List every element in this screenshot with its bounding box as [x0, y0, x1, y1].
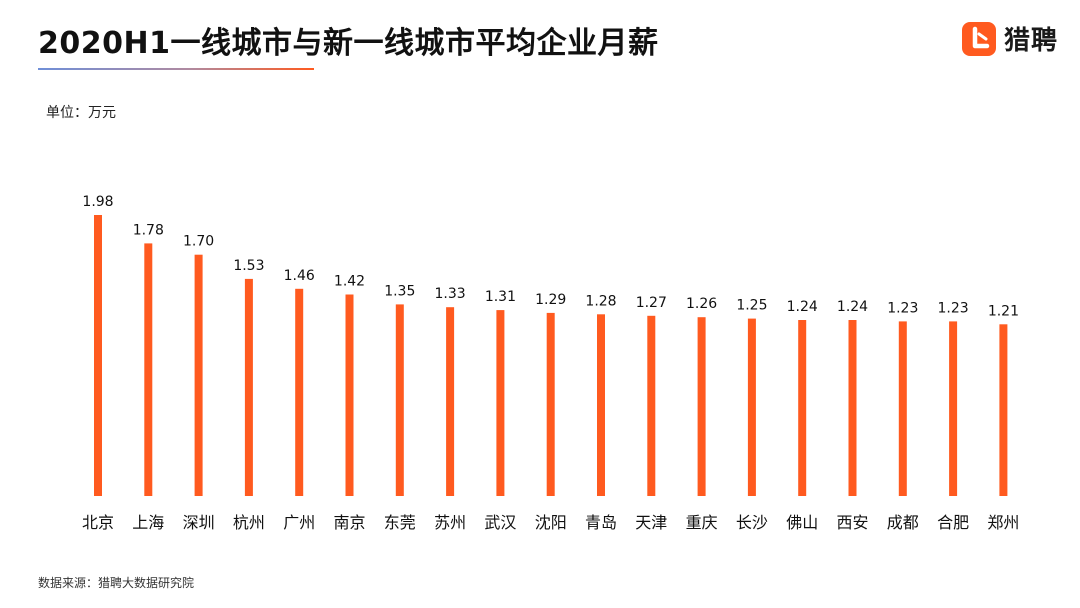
- category-label: 广州: [283, 513, 315, 532]
- brand-logo: 猎聘: [961, 20, 1058, 57]
- bar-value-label: 1.23: [938, 300, 969, 316]
- bar-value-label: 1.35: [384, 283, 415, 299]
- bar-value-label: 1.27: [636, 295, 667, 311]
- category-label: 杭州: [233, 513, 265, 532]
- category-label: 重庆: [686, 513, 718, 532]
- category-label: 天津: [635, 513, 667, 532]
- bar-青岛: [597, 314, 605, 496]
- bar-value-label: 1.33: [435, 286, 466, 302]
- category-label: 郑州: [987, 513, 1019, 532]
- bar-value-label: 1.53: [233, 258, 264, 274]
- bar-上海: [144, 243, 153, 496]
- bar-合肥: [949, 321, 958, 496]
- bar-value-label: 1.46: [284, 268, 315, 284]
- bar-杭州: [244, 278, 253, 496]
- bar-长沙: [747, 318, 756, 496]
- bar-value-label: 1.98: [82, 194, 113, 210]
- bar-value-label: 1.21: [988, 303, 1019, 319]
- bar-value-label: 1.24: [837, 299, 868, 315]
- bar-value-label: 1.78: [133, 222, 164, 238]
- chart-title: 2020H1一线城市与新一线城市平均企业月薪: [38, 26, 659, 61]
- bar-value-label: 1.24: [787, 299, 818, 315]
- category-label: 南京: [333, 513, 365, 532]
- category-label: 东莞: [384, 513, 416, 532]
- bar-广州: [295, 288, 304, 496]
- bar-佛山: [798, 320, 807, 496]
- bar-南京: [345, 294, 354, 496]
- liepin-logo-icon: [961, 21, 996, 56]
- bar-苏州: [446, 307, 455, 496]
- bar-武汉: [496, 310, 505, 496]
- bar-value-label: 1.25: [736, 298, 767, 314]
- bar-深圳: [194, 254, 203, 496]
- category-label: 长沙: [736, 513, 768, 532]
- bar-重庆: [697, 317, 706, 496]
- category-label: 深圳: [183, 513, 215, 532]
- category-label: 成都: [887, 513, 919, 532]
- category-label: 沈阳: [535, 513, 567, 532]
- bar-郑州: [999, 324, 1008, 496]
- category-label: 上海: [132, 513, 164, 532]
- category-label: 佛山: [786, 513, 818, 532]
- bar-value-label: 1.28: [585, 293, 616, 309]
- unit-label: 单位：万元: [46, 105, 116, 121]
- category-label: 西安: [836, 513, 868, 532]
- category-label: 合肥: [937, 513, 969, 532]
- bar-北京: [94, 215, 102, 496]
- bar-value-label: 1.31: [485, 289, 516, 305]
- brand-name: 猎聘: [1003, 26, 1058, 56]
- category-label: 武汉: [484, 513, 516, 532]
- bar-沈阳: [546, 312, 555, 496]
- category-label: 苏州: [434, 513, 466, 532]
- bar-value-label: 1.42: [334, 274, 365, 290]
- bar-value-label: 1.26: [686, 296, 717, 312]
- bar-value-label: 1.70: [183, 234, 214, 250]
- bar-天津: [647, 315, 656, 496]
- bar-value-label: 1.23: [887, 300, 918, 316]
- source-label: 数据来源：猎聘大数据研究院: [38, 576, 195, 590]
- bar-value-label: 1.29: [535, 292, 566, 308]
- bar-成都: [898, 321, 907, 496]
- bar-西安: [848, 320, 857, 496]
- title-underline: [38, 68, 314, 70]
- category-label: 青岛: [585, 513, 617, 532]
- bar-东莞: [395, 304, 404, 496]
- category-label: 北京: [82, 513, 114, 532]
